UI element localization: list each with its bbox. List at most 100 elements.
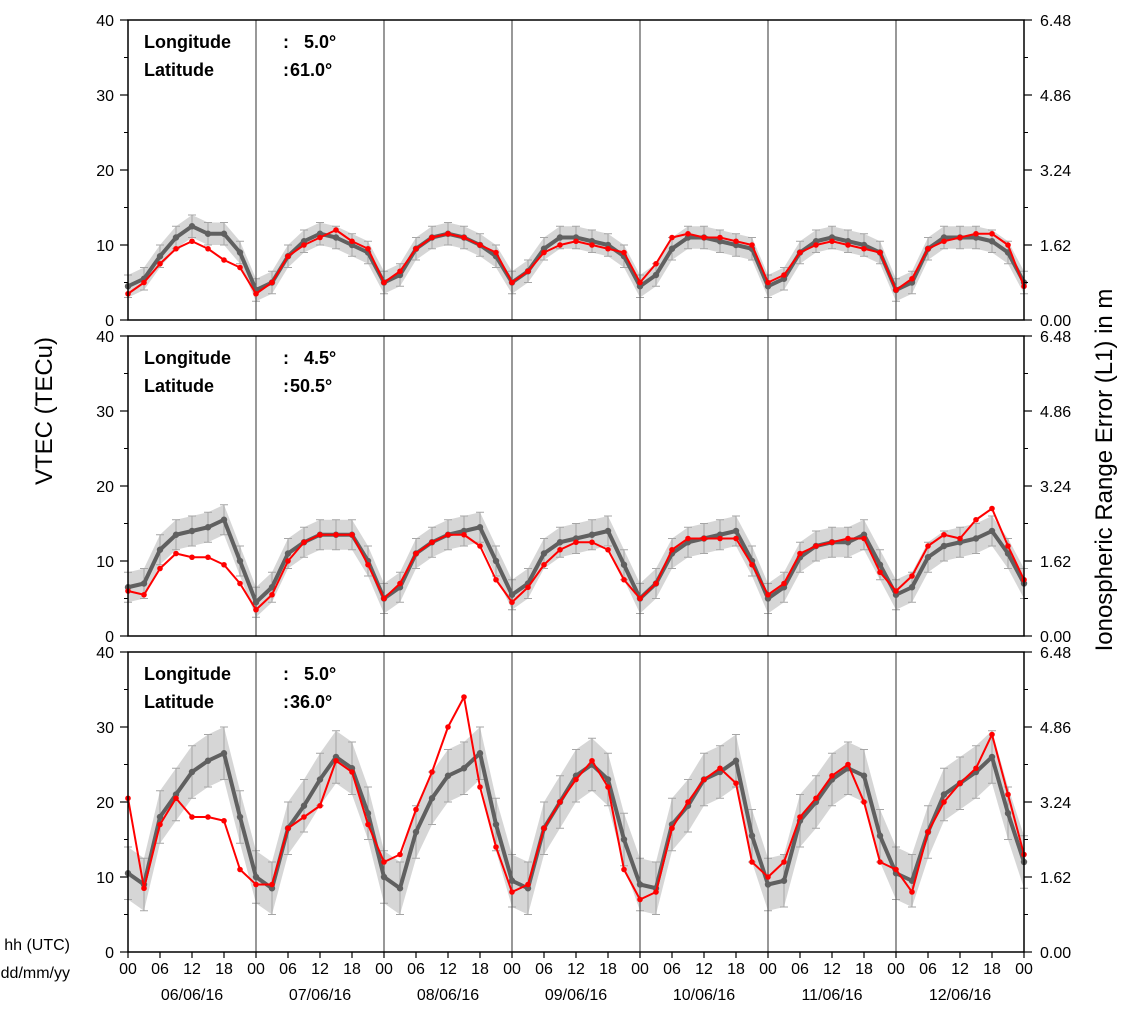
hour-tick-label: 12 xyxy=(951,961,969,978)
data-point-observed xyxy=(205,245,211,252)
data-point-observed xyxy=(829,772,835,779)
data-point-reference xyxy=(556,539,564,546)
data-point-observed xyxy=(189,554,195,561)
longitude-colon: : xyxy=(283,348,289,368)
longitude-colon: : xyxy=(283,32,289,52)
hour-tick-label: 00 xyxy=(1015,961,1033,978)
panels-group: 0102030400.001.623.244.866.48Longitude:5… xyxy=(96,13,1071,962)
hour-tick-label: 00 xyxy=(887,961,905,978)
data-point-observed xyxy=(221,817,227,824)
data-point-observed xyxy=(941,238,947,245)
data-point-observed xyxy=(365,245,371,252)
y-tick-label: 20 xyxy=(96,163,114,180)
y-tick-label: 30 xyxy=(96,88,114,105)
panel-top: 0 10 20 30 40 0.00 1.62 3.24 4.86 6.48 Longitude:5… xyxy=(96,13,1071,330)
y2-tick-label: 1.62 xyxy=(1040,870,1071,887)
data-point-observed xyxy=(589,757,595,764)
data-point-observed xyxy=(269,279,275,286)
longitude-value: 4.5° xyxy=(304,348,336,368)
data-point-observed xyxy=(221,257,227,263)
data-point-observed xyxy=(381,859,387,865)
date-tick-label: 12/06/16 xyxy=(929,987,991,1004)
panel-bottom: 0 10 20 30 40 0.00 1.62 3.24 4.86 6.48 Longitude:5… xyxy=(96,645,1071,962)
data-point-observed xyxy=(877,569,883,576)
latitude-colon: : xyxy=(283,692,289,712)
date-tick-label: 09/06/16 xyxy=(545,987,607,1004)
y2-tick-label: 1.62 xyxy=(1040,238,1071,255)
data-point-reference xyxy=(908,584,916,591)
x-row-label-dates: dd/mm/yy xyxy=(1,965,70,982)
data-point-observed xyxy=(813,795,819,802)
data-point-observed xyxy=(525,268,531,275)
data-point-observed xyxy=(349,531,355,538)
date-tick-label: 10/06/16 xyxy=(673,987,735,1004)
longitude-label: Longitude xyxy=(144,664,231,684)
latitude-colon: : xyxy=(283,376,289,396)
y2-tick-label: 0.00 xyxy=(1040,945,1071,962)
data-point-observed xyxy=(701,234,707,241)
data-point-observed xyxy=(253,881,259,888)
longitude-value: 5.0° xyxy=(304,32,336,52)
data-point-observed xyxy=(829,238,835,245)
date-tick-label: 08/06/16 xyxy=(417,987,479,1004)
data-point-observed xyxy=(621,249,627,256)
data-point-observed xyxy=(765,874,771,880)
data-point-observed xyxy=(509,889,515,895)
hour-tick-label: 00 xyxy=(503,961,521,978)
data-point-reference xyxy=(508,591,516,598)
data-point-observed xyxy=(493,249,499,256)
data-point-observed xyxy=(301,814,307,820)
hour-tick-label: 18 xyxy=(215,961,233,978)
data-point-observed xyxy=(717,765,723,772)
y2-tick-label: 3.24 xyxy=(1040,795,1071,812)
data-point-observed xyxy=(141,591,147,598)
data-point-observed xyxy=(925,245,931,252)
latitude-label: Latitude xyxy=(144,376,214,396)
data-point-reference xyxy=(1004,810,1012,817)
data-point-observed xyxy=(925,543,931,549)
hour-tick-label: 06 xyxy=(151,961,169,978)
data-point-reference xyxy=(476,524,484,531)
data-point-reference xyxy=(140,580,148,587)
y-tick-label: 10 xyxy=(96,238,114,255)
data-point-observed xyxy=(669,825,675,832)
data-point-observed xyxy=(381,279,387,286)
data-point-observed xyxy=(461,694,467,700)
data-point-observed xyxy=(445,724,451,730)
data-point-observed xyxy=(781,859,787,865)
data-point-observed xyxy=(349,238,355,245)
data-point-observed xyxy=(1005,242,1011,248)
data-point-observed xyxy=(989,505,995,512)
data-point-observed xyxy=(797,550,803,557)
data-point-observed xyxy=(173,550,179,557)
data-point-reference xyxy=(188,223,196,230)
y2-tick-label: 1.62 xyxy=(1040,554,1071,571)
data-point-observed xyxy=(845,761,851,768)
data-point-observed xyxy=(365,561,371,568)
hour-tick-label: 18 xyxy=(727,961,745,978)
y-axis-title-left: VTEC (TECu) xyxy=(31,337,58,485)
data-point-reference xyxy=(284,550,292,557)
data-point-observed xyxy=(813,242,819,248)
y2-tick-label: 4.86 xyxy=(1040,88,1071,105)
data-point-reference xyxy=(156,546,164,553)
data-point-observed xyxy=(893,866,899,873)
hour-tick-label: 18 xyxy=(471,961,489,978)
hour-tick-label: 00 xyxy=(759,961,777,978)
data-point-reference xyxy=(620,836,628,843)
data-point-observed xyxy=(893,588,899,594)
data-point-reference xyxy=(396,885,404,892)
data-point-reference xyxy=(428,795,436,802)
x-row-label-hours: hh (UTC) xyxy=(4,937,70,954)
data-point-reference xyxy=(236,557,244,565)
data-point-reference xyxy=(924,554,932,561)
data-point-observed xyxy=(269,591,275,598)
data-point-observed xyxy=(557,546,563,553)
data-point-observed xyxy=(397,580,403,587)
hour-tick-label: 12 xyxy=(439,961,457,978)
data-point-reference xyxy=(236,813,244,821)
data-point-observed xyxy=(333,227,339,233)
hour-tick-label: 06 xyxy=(791,961,809,978)
data-point-reference xyxy=(220,230,228,237)
data-point-observed xyxy=(237,580,243,587)
